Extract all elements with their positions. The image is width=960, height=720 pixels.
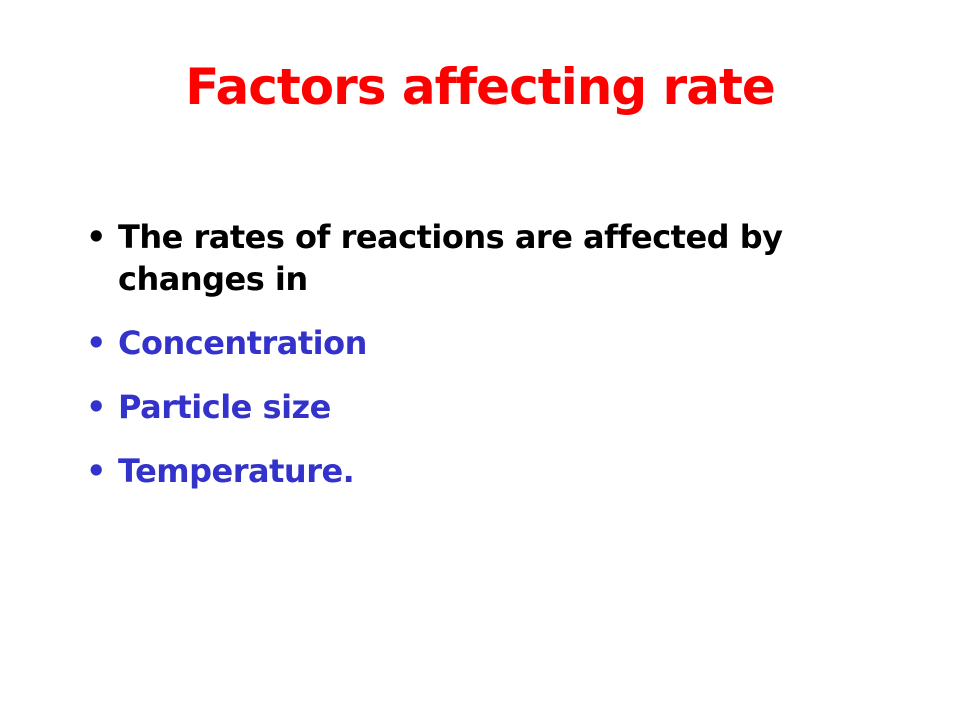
slide-title: Factors affecting rate [185, 58, 776, 116]
bullet-item: Concentration [86, 322, 886, 364]
bullet-item: The rates of reactions are affected by c… [86, 216, 886, 300]
bullet-item: Particle size [86, 386, 886, 428]
bullet-list: The rates of reactions are affected by c… [86, 216, 886, 514]
bullet-item: Temperature. [86, 450, 886, 492]
